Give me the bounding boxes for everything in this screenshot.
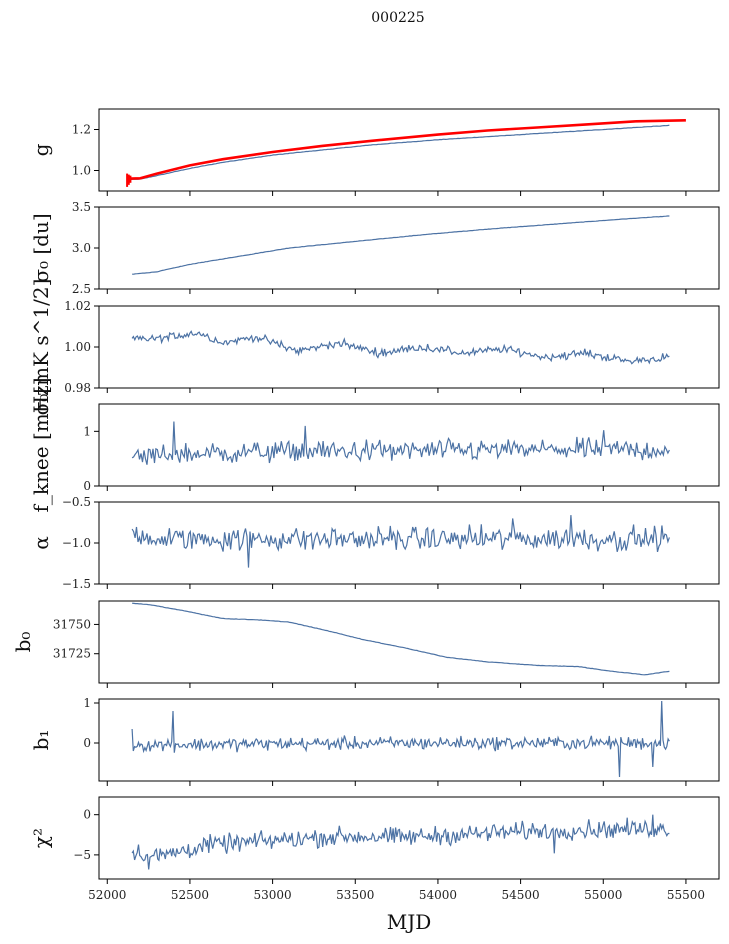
panel-b0: 31725 31750 b₀ [11, 600, 720, 688]
y-tick-label: −1.5 [62, 577, 91, 591]
y-tick-label: 1.0 [72, 164, 91, 178]
series-line-b0 [132, 602, 670, 676]
axes-frame [98, 698, 720, 782]
y-tick-label: 3.0 [72, 241, 91, 255]
overlay-line-gain [127, 119, 686, 180]
y-tick-label: −5 [73, 848, 91, 862]
series-line-chi2 [131, 814, 670, 870]
panel-fknee: 0 1 f_knee [mHz] [29, 378, 720, 513]
figure-title: 000225 [371, 10, 424, 26]
y-tick-label: 0 [83, 808, 91, 822]
y-tick-label: 0.98 [64, 381, 91, 395]
y-tick-label: 1.2 [72, 123, 91, 137]
y-tick-label: −1.0 [62, 536, 91, 550]
y-tick-label: 31750 [53, 617, 91, 631]
panel-chi2: 52000 52500 53000 53500 54000 54500 55000 55500… [29, 796, 720, 902]
panels-group: 1.0 1.2 g 2.5 3.0 3.5 σ₀ [du] 0.98 1.00 1.02 σ₀[mK… [11, 108, 720, 902]
y-tick-label: 0 [83, 479, 91, 493]
x-tick-label: 55500 [667, 888, 705, 902]
y-axis-label-b1: b₁ [29, 730, 53, 751]
y-axis-label-gain: g [29, 143, 53, 156]
y-tick-label: 1.00 [64, 340, 91, 354]
panel-alpha: −1.5 −1.0 −0.5 α [29, 495, 720, 591]
y-tick-label: 1.02 [64, 299, 91, 313]
y-tick-label: 2.5 [72, 282, 91, 296]
axes-frame [98, 108, 720, 192]
x-tick-label: 52000 [88, 888, 126, 902]
panel-sigma0-mk: 0.98 1.00 1.02 σ₀[mK s^1/2] [29, 279, 720, 416]
y-tick-label: −0.5 [62, 495, 91, 509]
y-tick-label: 31725 [53, 647, 91, 661]
series-line-gain [127, 124, 670, 181]
panel-gain: 1.0 1.2 g [29, 108, 720, 196]
panel-sigma0-du: 2.5 3.0 3.5 σ₀ [du] [29, 200, 720, 296]
axes-frame [98, 600, 720, 684]
x-tick-label: 54000 [419, 888, 457, 902]
axes-frame [98, 403, 720, 487]
panel-b1: 0 1 b₁ [29, 696, 720, 786]
y-tick-label: 0 [83, 736, 91, 750]
y-tick-label: 1 [83, 424, 91, 438]
series-line-b1 [131, 700, 670, 778]
y-axis-label-fknee: f_knee [mHz] [29, 378, 53, 513]
x-tick-label: 53500 [336, 888, 374, 902]
y-axis-label-b0: b₀ [11, 632, 35, 653]
y-axis-label-sigma0-mk: σ₀[mK s^1/2] [29, 279, 53, 416]
series-line-fknee [131, 421, 670, 465]
x-tick-label: 54500 [502, 888, 540, 902]
series-line-sigma0-mk [131, 330, 670, 365]
y-tick-label: 1 [83, 696, 91, 710]
y-tick-label: 3.5 [72, 200, 91, 214]
y-axis-label-chi2: χ² [29, 828, 53, 848]
series-line-alpha [131, 515, 670, 568]
y-axis-label-alpha: α [29, 536, 53, 550]
axes-frame [98, 796, 720, 880]
x-axis-label: MJD [387, 910, 432, 934]
series-line-sigma0-du [132, 215, 670, 275]
x-tick-label: 52500 [171, 888, 209, 902]
y-axis-label-sigma0-du: σ₀ [du] [29, 213, 53, 282]
x-tick-label: 53000 [254, 888, 292, 902]
x-tick-label: 55000 [584, 888, 622, 902]
